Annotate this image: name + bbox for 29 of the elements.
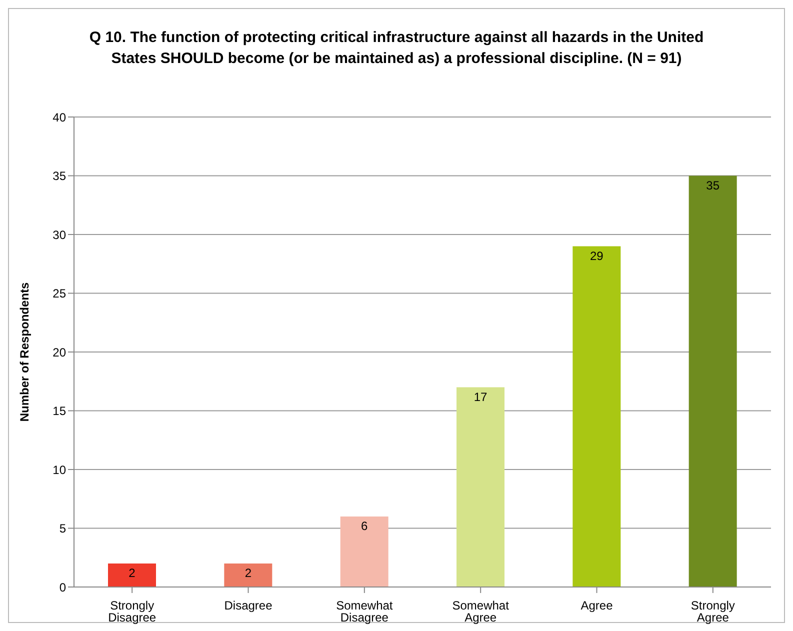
y-tick-label: 25	[52, 286, 66, 301]
bar	[108, 564, 156, 587]
y-tick-label: 5	[59, 522, 66, 536]
x-tick-label: Strongly Disagree	[108, 598, 156, 625]
x-tick-label: Disagree	[224, 598, 273, 613]
y-axis-title: Number of Respondents	[17, 282, 32, 422]
bar	[572, 246, 621, 587]
x-tick-label: Strongly Agree	[690, 598, 735, 625]
y-tick-label: 20	[52, 345, 66, 360]
chart-title: Q 10. The function of protecting critical infrastructure against all hazards in the United States SHOULD become (or be maintained as) a professional discipline. (N = 91)	[88, 28, 705, 69]
x-tick-label: Somewhat Disagree	[336, 598, 394, 625]
y-tick-label: 40	[52, 110, 66, 124]
data-label: 2	[244, 566, 252, 580]
y-tick-label: 35	[52, 169, 66, 184]
y-tick-label: 0	[59, 580, 66, 594]
bar	[456, 387, 504, 587]
data-label: 35	[706, 178, 720, 192]
bar	[688, 176, 737, 587]
data-label: 2	[128, 566, 136, 580]
y-tick-label: 15	[52, 404, 66, 418]
x-tick-label: Agree	[580, 598, 614, 613]
bar	[224, 564, 272, 587]
y-tick-label: 10	[52, 462, 66, 477]
data-label: 29	[590, 248, 604, 263]
y-tick-label: 30	[52, 228, 66, 242]
data-label: 17	[474, 390, 488, 404]
x-tick-label: Somewhat Agree	[452, 598, 510, 625]
bar	[340, 516, 388, 587]
data-label: 6	[360, 519, 368, 534]
